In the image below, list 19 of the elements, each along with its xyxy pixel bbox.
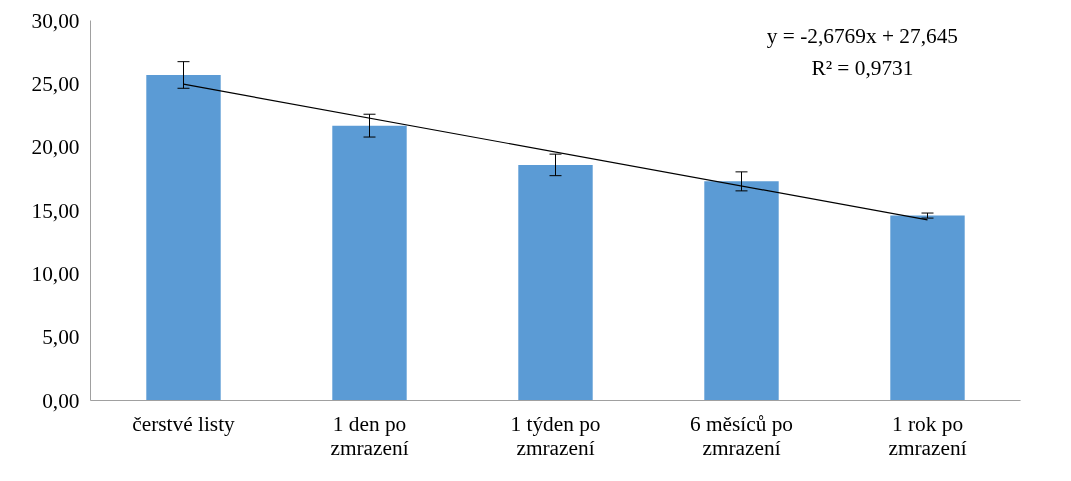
y-tick-label: 25,00 — [31, 71, 80, 96]
annotation: R² = 0,9731 — [811, 56, 914, 81]
x-tick-label: 1 rok po zmrazení — [888, 411, 967, 460]
bar — [146, 74, 221, 401]
x-tick-label: 6 měsíců po zmrazení — [689, 411, 794, 460]
x-tick-label: čerstvé listy — [132, 411, 236, 436]
x-tick-label: 1 den po zmrazení — [330, 411, 409, 460]
y-tick-label: 0,00 — [42, 388, 80, 413]
annotation: y = -2,6769x + 27,645 — [766, 24, 958, 49]
bar — [518, 164, 593, 401]
y-tick-label: 30,00 — [31, 8, 80, 33]
y-tick-label: 15,00 — [31, 198, 80, 223]
y-tick-label: 10,00 — [31, 261, 80, 286]
x-tick-label: 1 týden po zmrazení — [510, 411, 601, 460]
y-tick-label: 5,00 — [42, 325, 80, 350]
bar — [332, 125, 407, 401]
y-tick-label: 20,00 — [31, 135, 80, 160]
bar — [890, 215, 965, 401]
bar — [704, 181, 779, 401]
